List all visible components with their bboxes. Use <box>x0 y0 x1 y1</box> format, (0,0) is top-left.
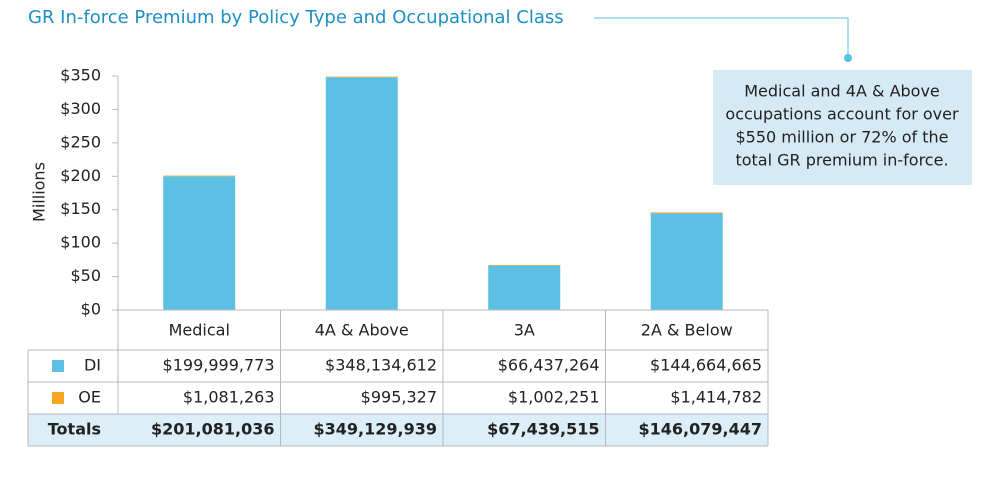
y-tick-label: $100 <box>60 233 101 252</box>
bar-segment <box>488 265 561 310</box>
totals-label: Totals <box>48 420 101 439</box>
y-tick-label: $200 <box>60 166 101 185</box>
data-label: $66,437,264 <box>498 356 600 375</box>
legend-label: DI <box>84 356 101 375</box>
total-label: $146,079,447 <box>639 420 762 439</box>
legend-swatch <box>52 360 64 372</box>
bar-segment <box>325 76 398 78</box>
data-label: $995,327 <box>361 388 437 407</box>
y-tick-label: $150 <box>60 199 101 218</box>
y-tick-label: $350 <box>60 66 101 85</box>
bar-segment <box>325 77 398 310</box>
x-tick-label: Medical <box>169 321 230 340</box>
data-label: $348,134,612 <box>325 356 437 375</box>
annotation-text: Medical and 4A & Above <box>744 82 940 101</box>
y-tick-label: $300 <box>60 99 101 118</box>
bar-segment <box>163 176 236 310</box>
data-label: $1,414,782 <box>670 388 762 407</box>
annotation-text: $550 million or 72% of the <box>735 128 948 147</box>
annotation-text: total GR premium in-force. <box>735 151 948 170</box>
data-label: $199,999,773 <box>163 356 275 375</box>
bar-segment <box>163 175 236 177</box>
y-tick-label: $0 <box>81 300 101 319</box>
data-label: $1,081,263 <box>183 388 275 407</box>
x-tick-label: 4A & Above <box>315 321 409 340</box>
total-label: $201,081,036 <box>151 420 274 439</box>
x-tick-label: 2A & Below <box>641 321 733 340</box>
x-tick-label: 3A <box>514 321 535 340</box>
chart-title: GR In-force Premium by Policy Type and O… <box>28 7 564 28</box>
annotation-text: occupations account for over <box>725 105 959 124</box>
callout-line <box>594 17 849 58</box>
data-label: $1,002,251 <box>508 388 600 407</box>
data-label: $144,664,665 <box>650 356 762 375</box>
total-label: $349,129,939 <box>314 420 437 439</box>
total-label: $67,439,515 <box>487 420 599 439</box>
y-tick-label: $50 <box>70 266 101 285</box>
y-tick-label: $250 <box>60 132 101 151</box>
annotation-box <box>713 70 972 185</box>
legend-swatch <box>52 392 64 404</box>
bar-segment <box>488 264 561 266</box>
bar-segment <box>650 212 723 214</box>
bar-segment <box>650 213 723 310</box>
callout-dot <box>844 54 852 62</box>
y-axis-label: Millions <box>30 162 49 222</box>
totals-row-bg <box>28 414 768 446</box>
legend-label: OE <box>78 388 101 407</box>
